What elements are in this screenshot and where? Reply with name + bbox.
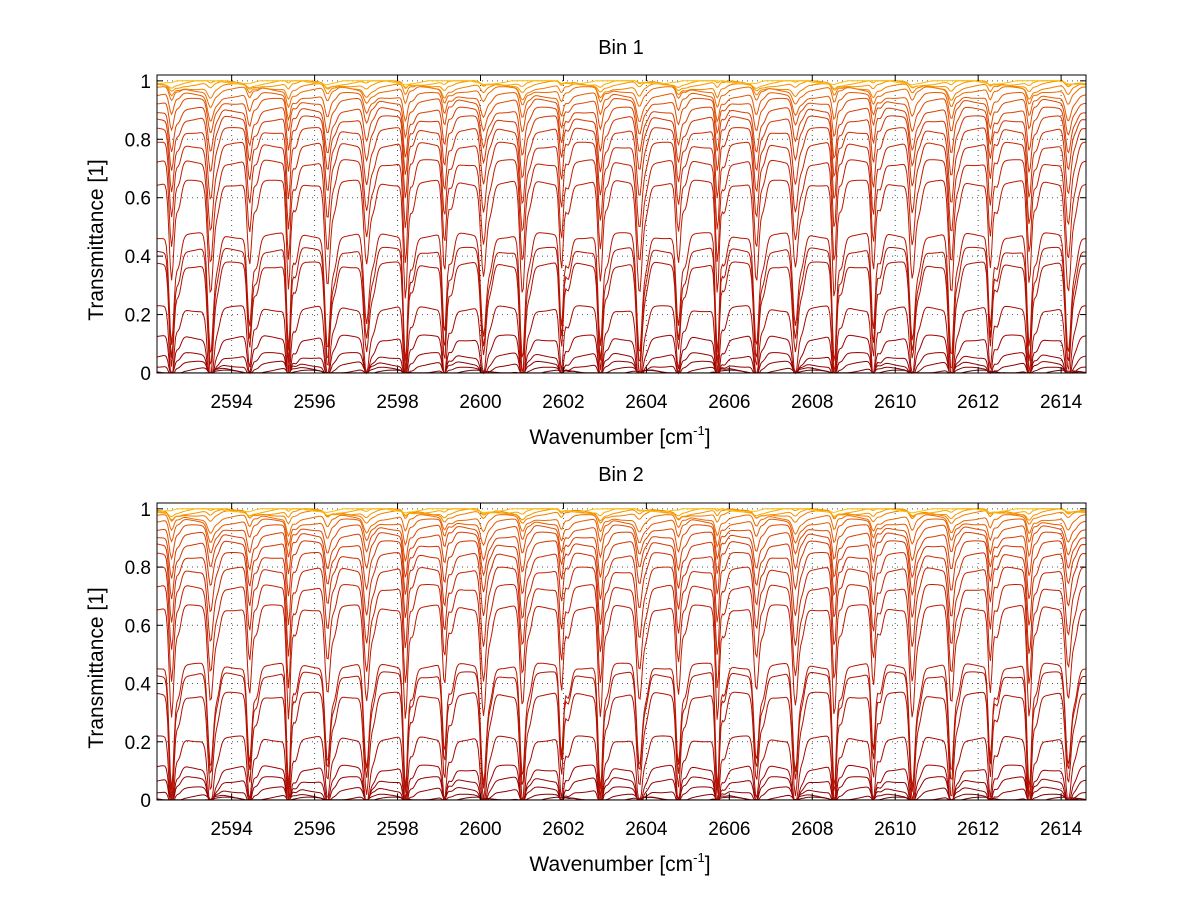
y-tick-label: 0.6 bbox=[125, 616, 151, 637]
x-tick-label: 2596 bbox=[293, 819, 335, 840]
series-line bbox=[156, 514, 1087, 538]
series-line bbox=[156, 540, 1087, 600]
x-tick-label: 2600 bbox=[459, 819, 501, 840]
x-axis-label-main: Wavenumber [cm bbox=[529, 426, 693, 449]
series-line bbox=[156, 584, 1087, 689]
tick-group: 2594 2596 2598 2600 2602 2604 2606 2608 2610 2612… bbox=[125, 500, 1086, 840]
series-line bbox=[156, 764, 1087, 801]
chart-title: Bin 1 bbox=[598, 37, 644, 59]
series-line bbox=[156, 141, 1087, 233]
series-line bbox=[156, 671, 1087, 800]
series-line bbox=[156, 735, 1086, 801]
series-line bbox=[156, 179, 1087, 299]
y-tick-label: 0.4 bbox=[125, 675, 152, 696]
x-tick-label: 2604 bbox=[625, 819, 668, 840]
series-line bbox=[156, 80, 1087, 86]
y-axis-label: Transmittance [1] bbox=[85, 159, 108, 320]
tick-group: 2594 2596 2598 2600 2602 2604 2606 2608 2610 2612… bbox=[125, 72, 1086, 413]
x-axis-label-main: Wavenumber [cm bbox=[529, 853, 693, 876]
series-line bbox=[156, 97, 1087, 140]
y-tick-label: 0.2 bbox=[125, 306, 151, 327]
x-axis-label-end: ] bbox=[705, 426, 711, 449]
x-tick-label: 2610 bbox=[874, 392, 916, 413]
series-line bbox=[156, 261, 1087, 374]
series-line bbox=[156, 524, 1087, 563]
x-tick-label: 2614 bbox=[1040, 819, 1083, 840]
x-tick-label: 2610 bbox=[874, 819, 916, 840]
x-axis-label: Wavenumber [cm-1] bbox=[529, 423, 710, 449]
x-tick-label: 2602 bbox=[542, 819, 584, 840]
series-line bbox=[156, 776, 1087, 801]
y-tick-label: 0.8 bbox=[125, 130, 151, 151]
x-tick-label: 2606 bbox=[708, 819, 750, 840]
x-tick-label: 2598 bbox=[376, 819, 418, 840]
series-line bbox=[156, 518, 1087, 548]
series-group bbox=[156, 508, 1087, 801]
series-line bbox=[156, 691, 1087, 801]
chart-title: Bin 2 bbox=[598, 464, 644, 486]
x-tick-label: 2608 bbox=[791, 819, 833, 840]
x-tick-label: 2596 bbox=[293, 392, 335, 413]
series-line bbox=[156, 566, 1087, 657]
x-tick-label: 2594 bbox=[211, 392, 254, 413]
series-line bbox=[156, 106, 1086, 160]
series-line bbox=[156, 127, 1087, 205]
series-line bbox=[156, 360, 1087, 374]
x-axis-label-superscript: -1 bbox=[693, 850, 705, 865]
x-tick-label: 2606 bbox=[708, 392, 750, 413]
x-tick-label: 2598 bbox=[376, 392, 418, 413]
x-axis-label: Wavenumber [cm-1] bbox=[529, 850, 710, 876]
y-tick-label: 0 bbox=[140, 791, 151, 812]
y-tick-label: 1 bbox=[140, 72, 151, 93]
y-tick-label: 1 bbox=[140, 500, 151, 521]
x-tick-label: 2604 bbox=[625, 392, 668, 413]
series-line bbox=[156, 159, 1087, 264]
series-line bbox=[156, 246, 1087, 373]
series-line bbox=[156, 552, 1087, 626]
y-tick-label: 0.4 bbox=[125, 247, 152, 268]
chart-panel-bin-2: Bin 2 2594 2596 2598 2600 2602 2604 2606 2608 26… bbox=[85, 464, 1087, 876]
y-tick-label: 0.8 bbox=[125, 558, 151, 579]
series-line bbox=[156, 604, 1087, 720]
series-line bbox=[156, 531, 1086, 579]
x-tick-label: 2612 bbox=[957, 392, 999, 413]
x-axis-label-end: ] bbox=[705, 853, 711, 876]
x-tick-label: 2612 bbox=[957, 819, 999, 840]
chart-panel-bin-1: Bin 1 2594 2596 2598 2600 2602 2604 2606 2608 26… bbox=[85, 37, 1087, 449]
plot-area-frame bbox=[156, 74, 1087, 374]
series-line bbox=[156, 508, 1087, 522]
x-tick-label: 2614 bbox=[1040, 392, 1083, 413]
x-tick-label: 2594 bbox=[211, 819, 254, 840]
x-tick-label: 2600 bbox=[459, 392, 501, 413]
x-tick-label: 2602 bbox=[542, 392, 584, 413]
series-line bbox=[157, 662, 1087, 791]
y-tick-label: 0.2 bbox=[125, 733, 151, 754]
x-tick-label: 2608 bbox=[791, 392, 833, 413]
y-tick-label: 0.6 bbox=[125, 189, 151, 210]
series-line bbox=[156, 92, 1087, 123]
plot-area-frame bbox=[156, 502, 1087, 801]
series-line bbox=[156, 115, 1087, 179]
series-line bbox=[156, 83, 1087, 101]
series-line bbox=[156, 351, 1087, 374]
series-line bbox=[157, 305, 1086, 375]
series-line bbox=[156, 334, 1087, 375]
x-axis-label-superscript: -1 bbox=[693, 423, 705, 438]
series-line bbox=[157, 786, 1087, 801]
series-line bbox=[156, 508, 1087, 514]
y-axis-label: Transmittance [1] bbox=[85, 587, 108, 748]
series-group bbox=[156, 80, 1087, 375]
series-line bbox=[156, 232, 1087, 362]
series-line bbox=[156, 80, 1087, 94]
y-tick-label: 0 bbox=[140, 364, 151, 385]
